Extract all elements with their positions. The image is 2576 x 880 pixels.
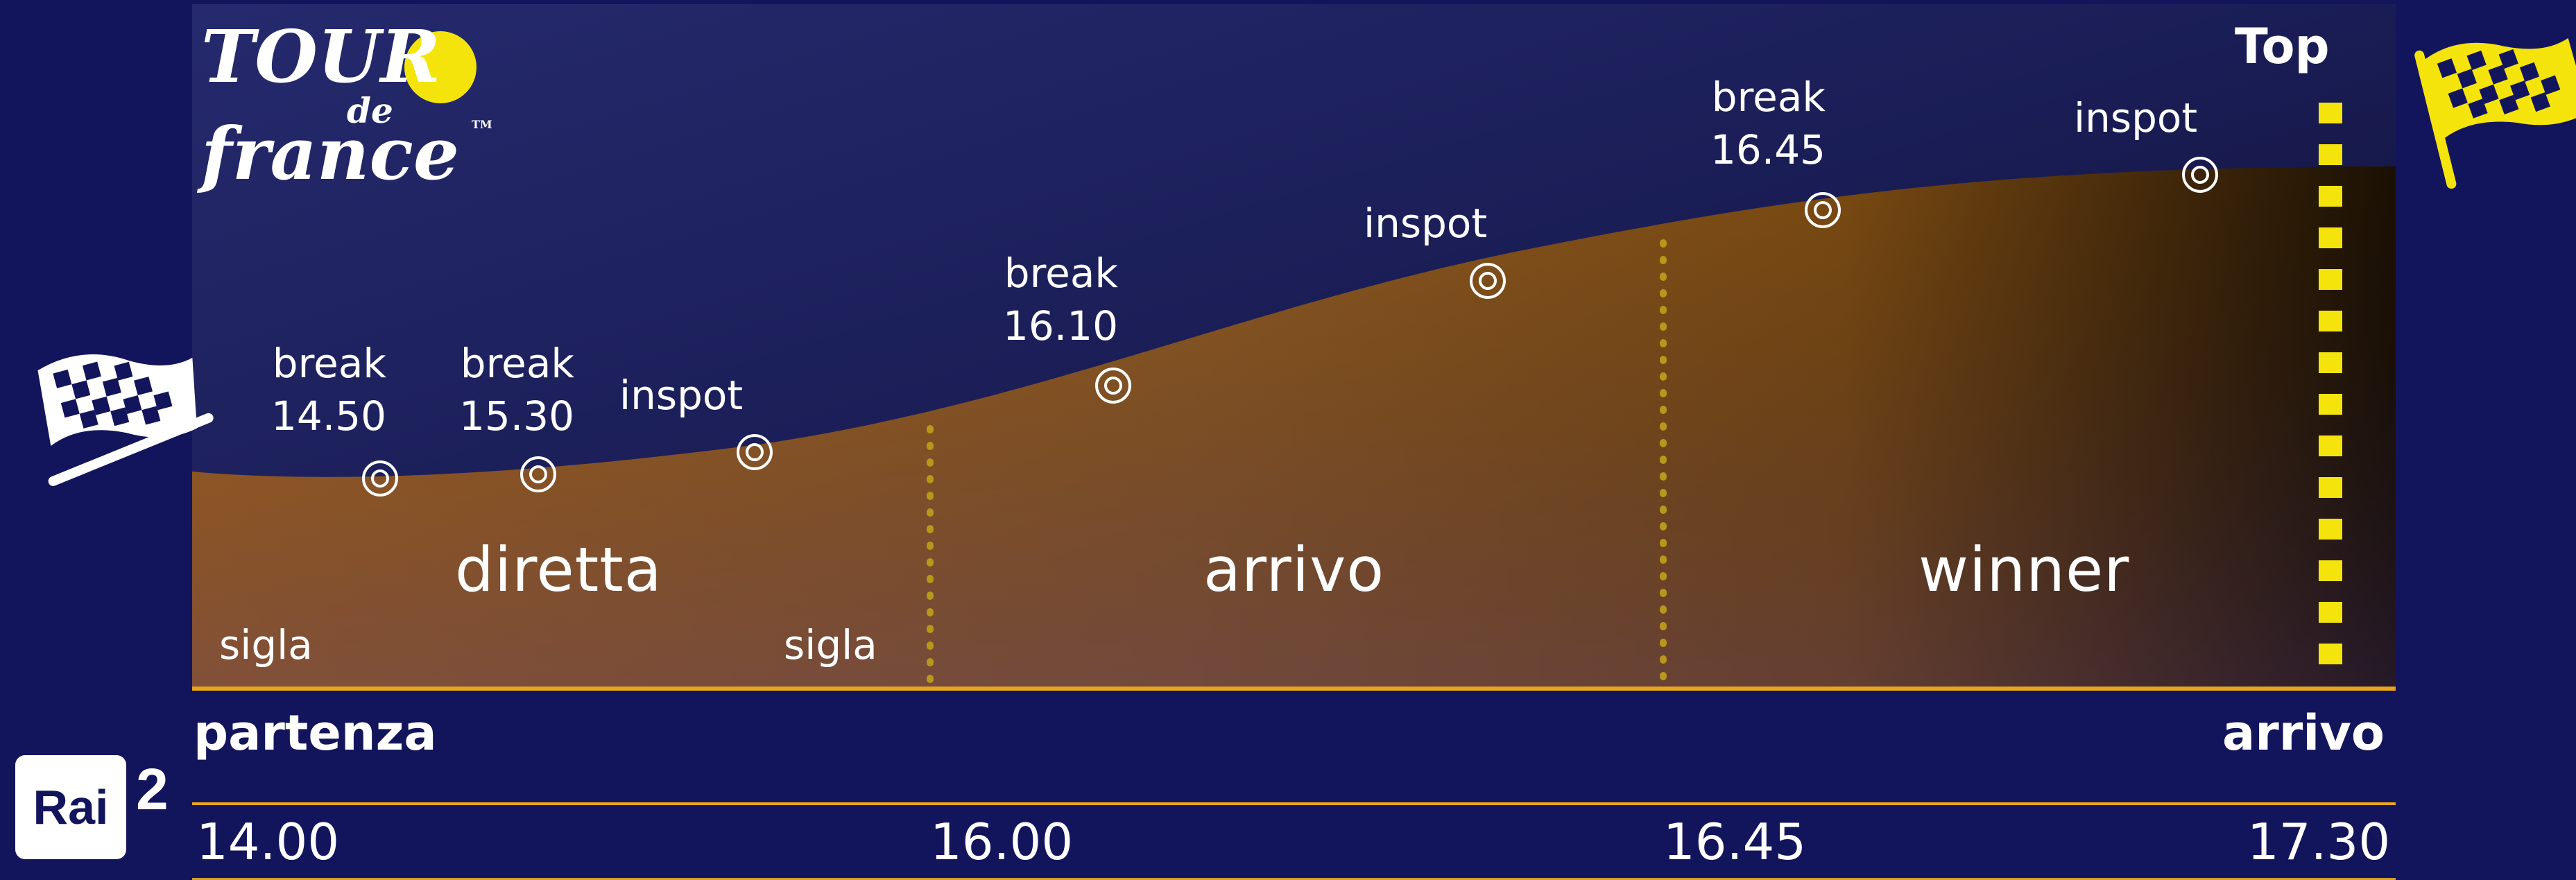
start-flag-icon [37,354,214,486]
sigla-label: sigla [219,621,313,668]
rai-text: Rai [33,780,109,834]
time-divider [192,802,2396,805]
break-time: 16.10 [1002,302,1118,350]
finish-flag-icon [2414,37,2576,189]
logo-line3: france [201,111,460,196]
break-word: break [272,340,386,387]
break-word: break [1004,250,1118,297]
logo-tm: TM [472,118,492,131]
logo-line2: de [347,90,393,131]
inspot-label: inspot [619,372,744,419]
segment-winner: winner [1918,534,2130,605]
time-16-45: 16.45 [1663,813,1807,871]
top-label: Top [2235,18,2330,75]
inspot-label: inspot [1364,200,1488,247]
logo-sun-icon [404,31,476,103]
break-word: break [460,340,574,387]
break-time: 15.30 [458,392,574,440]
break-label: break 14.50 [248,337,386,442]
time-start: 14.00 [196,813,340,871]
break-time: 16.45 [1710,126,1826,173]
time-16-00: 16.00 [930,813,1074,871]
start-label: partenza [194,705,437,761]
break-word: break [1711,74,1826,121]
time-end: 17.30 [2247,813,2391,871]
inspot-label: inspot [2074,94,2198,141]
end-label: arrivo [2222,705,2385,761]
rai-logo: Rai [15,755,126,859]
break-label: break 16.10 [979,247,1118,352]
break-label: break 15.30 [436,337,574,442]
baseline [192,687,2396,691]
segment-arrivo: arrivo [1203,534,1385,605]
tdf-logo: TOUR de france TM [201,14,492,196]
sigla-label: sigla [784,621,877,668]
marker-icon [362,157,2218,497]
logo-line1: TOUR [201,14,441,99]
segment-diretta: diretta [455,534,662,605]
break-time: 14.50 [271,392,386,440]
break-label: break 16.45 [1687,71,1826,176]
rai-channel-number: 2 [136,757,169,822]
